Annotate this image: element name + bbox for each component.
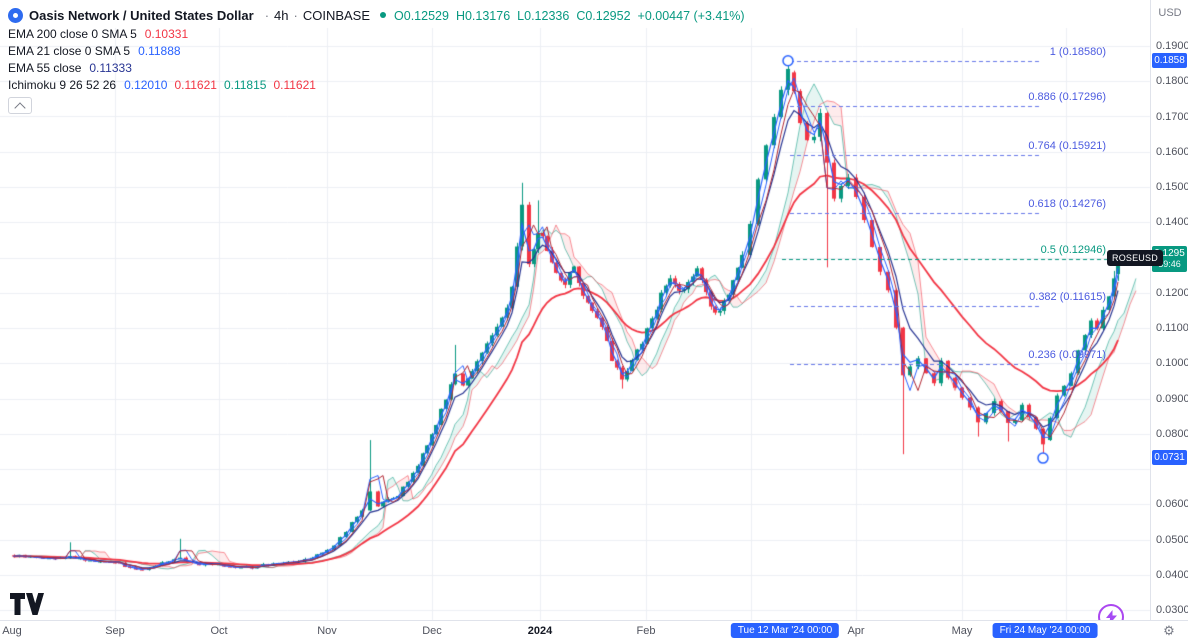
separator-dot: · [264, 7, 270, 23]
ohlc-token: H0.13176 [455, 8, 511, 23]
price-tick-label: 0.1900 [1156, 40, 1188, 52]
price-tick-label: 0.0800 [1156, 427, 1188, 440]
separator-dot: · [293, 7, 298, 23]
market-status-dot [380, 12, 387, 18]
price-tick-label: 0.1000 [1156, 357, 1188, 370]
ohlc-token: O0.12529 [394, 8, 449, 23]
collapse-indicators-button[interactable] [8, 97, 32, 114]
time-tick-label: 2024 [527, 625, 553, 637]
price-tick-label: 0.1400 [1156, 216, 1188, 229]
price-tick-label: 0.0400 [1156, 568, 1188, 581]
symbol-tag: ROSEUSD [1107, 250, 1163, 267]
ohlc-token: +0.00447 (+3.41%) [637, 8, 745, 23]
ohlc-values: O0.12529 H0.13176 L0.12336 C0.12952 +0.00447… [394, 8, 752, 23]
time-tick-label: May [951, 625, 973, 637]
price-axis[interactable]: USD 0.1900 0.1800 0.1700 0.1600 0.1500 0.1400… [1150, 0, 1188, 620]
price-tick-label: 0.1600 [1156, 145, 1188, 158]
fib-anchor-date-badge-2: Fri 24 May '24 00:00 [992, 623, 1098, 638]
indicator-row[interactable]: EMA 21 close 0 SMA 5 0.11888 [8, 42, 752, 59]
indicator-value: 0.11815 [223, 77, 267, 92]
ohlc-token: L0.12336 [517, 8, 570, 23]
fib-high-price-badge: 0.1858 [1152, 52, 1187, 68]
indicator-value: 0.12010 [124, 77, 168, 92]
time-tick-label: Nov [317, 625, 337, 637]
time-tick-label: Aug [2, 625, 22, 637]
indicator-row[interactable]: EMA 55 close 0.11333 [8, 59, 752, 76]
time-tick-label: Oct [210, 625, 228, 637]
time-tick-label: Sep [105, 625, 125, 637]
tradingview-logo[interactable] [10, 593, 44, 620]
indicator-value: 0.11621 [273, 77, 316, 92]
price-tick-label: 0.0300 [1156, 604, 1188, 616]
fib-anchor-date-badge-1: Tue 12 Mar '24 00:00 [730, 623, 840, 638]
indicator-list: EMA 200 close 0 SMA 5 0.10331 EMA 21 close… [8, 25, 752, 93]
indicator-value: 0.10331 [144, 26, 189, 41]
chart-legend: Oasis Network / United States Dollar · 4… [8, 5, 752, 114]
indicator-label: EMA 200 close 0 SMA 5 [8, 26, 137, 41]
indicator-label: EMA 55 close [8, 60, 82, 75]
exchange-label: COINBASE [302, 7, 371, 23]
last-price-value: 0.1295 [1154, 248, 1185, 260]
chevron-up-icon [14, 102, 26, 114]
fib-low-price-badge: 0.0731 [1152, 450, 1187, 466]
time-tick-label: Apr [847, 625, 865, 637]
price-tick-label: 0.1100 [1156, 322, 1188, 334]
time-tick-label: Dec [422, 625, 442, 637]
currency-label[interactable]: USD [1158, 7, 1182, 19]
price-tick-label: 0.1200 [1156, 286, 1188, 299]
symbol-title: Oasis Network / United States Dollar [29, 7, 254, 23]
time-axis[interactable]: Aug Sep Oct Nov Dec 2024 Feb Apr May Tue 12 Mar … [0, 620, 1188, 641]
price-tick-label: 0.1500 [1156, 181, 1188, 193]
ohlc-token: C0.12952 [576, 8, 631, 23]
timeframe-label[interactable]: 4h [274, 7, 289, 23]
candle-countdown: 39:46 [1158, 259, 1181, 270]
indicator-value: 0.11888 [138, 43, 181, 58]
indicator-value: 0.11333 [89, 60, 132, 75]
indicator-row[interactable]: EMA 200 close 0 SMA 5 0.10331 [8, 25, 752, 42]
indicator-label: Ichimoku 9 26 52 26 [8, 77, 117, 92]
indicator-value: 0.11621 [174, 77, 217, 92]
symbol-title-row[interactable]: Oasis Network / United States Dollar · 4… [8, 5, 752, 25]
price-tick-label: 0.0500 [1156, 533, 1188, 546]
indicator-row[interactable]: Ichimoku 9 26 52 26 0.12010 0.11621 0.11815… [8, 76, 752, 93]
price-tick-label: 0.1800 [1156, 75, 1188, 88]
price-tick-label: 0.0600 [1156, 498, 1188, 511]
price-tick-label: 0.1700 [1156, 110, 1188, 123]
indicator-label: EMA 21 close 0 SMA 5 [8, 43, 131, 58]
symbol-logo-icon [8, 7, 23, 23]
price-tick-label: 0.0900 [1156, 392, 1188, 405]
time-tick-label: Feb [636, 625, 656, 637]
axis-settings-corner[interactable]: ⚙ [1150, 620, 1188, 641]
gear-icon[interactable]: ⚙ [1163, 622, 1175, 638]
